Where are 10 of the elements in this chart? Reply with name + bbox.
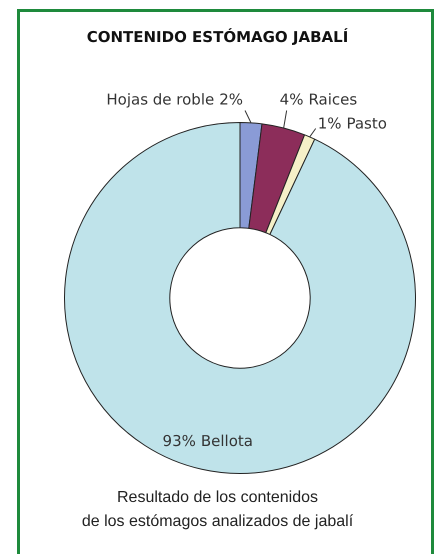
chart-title: CONTENIDO ESTÓMAGO JABALÍ bbox=[86, 28, 350, 46]
data-label: 2% bbox=[219, 90, 244, 108]
slice-label: Pasto bbox=[346, 114, 387, 132]
text: Resultado de los contenidos de los estómagos analizados de jabalí bbox=[80, 488, 354, 532]
data-label: 4% bbox=[280, 90, 304, 108]
data-label: 1% bbox=[318, 114, 342, 132]
data-label: 93% bbox=[162, 432, 196, 450]
slice-label: Bellota bbox=[200, 432, 253, 450]
slice-label: Hojas de roble bbox=[106, 90, 214, 108]
slice-label: Raices bbox=[308, 90, 358, 108]
